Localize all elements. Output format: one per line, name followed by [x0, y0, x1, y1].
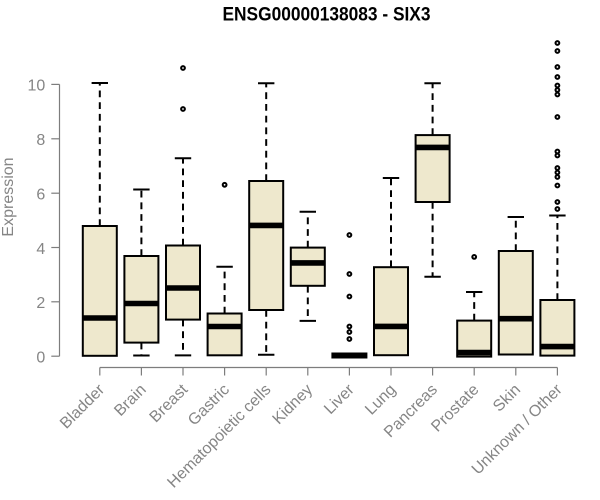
svg-text:2: 2 [36, 295, 45, 312]
svg-text:10: 10 [28, 78, 46, 95]
svg-text:ENSG00000138083 - SIX3: ENSG00000138083 - SIX3 [223, 5, 431, 26]
svg-text:6: 6 [36, 187, 45, 204]
svg-text:4: 4 [36, 241, 45, 258]
svg-text:0: 0 [36, 350, 45, 367]
svg-text:Expression: Expression [0, 157, 17, 236]
svg-text:8: 8 [36, 132, 45, 149]
